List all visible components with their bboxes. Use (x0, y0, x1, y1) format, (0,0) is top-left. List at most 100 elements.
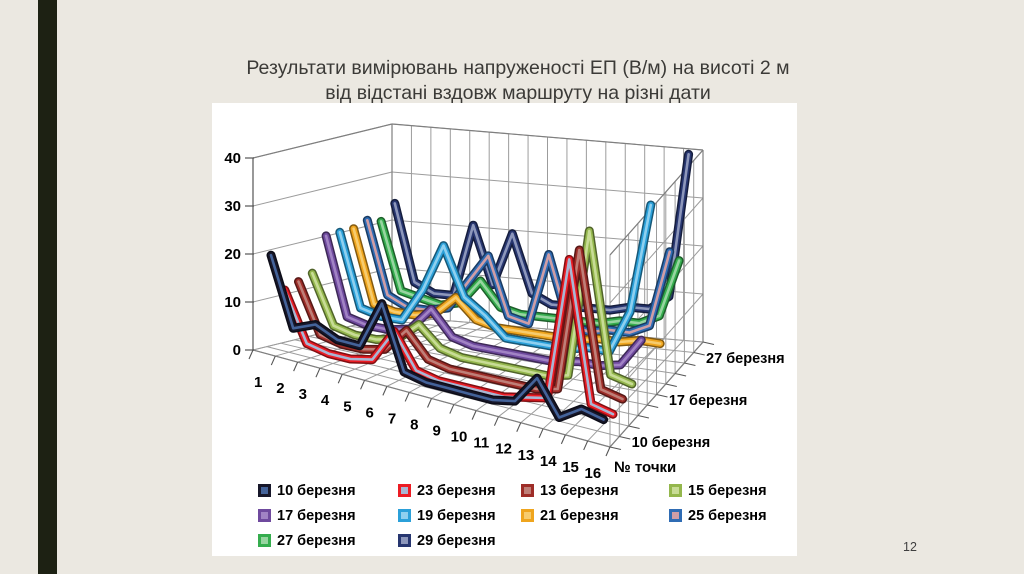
depth-axis-tick (674, 372, 687, 377)
legend-label: 27 березня (277, 532, 356, 549)
series-29-березня (390, 149, 694, 315)
category-axis-tick (538, 428, 544, 439)
category-axis-tick (404, 392, 410, 402)
legend-swatch-icon (258, 534, 271, 547)
legend-item: 21 березня (521, 507, 619, 524)
depth-axis-tick (647, 404, 659, 409)
category-axis-label: 6 (366, 404, 374, 421)
depth-axis-tick (628, 425, 640, 430)
chart-panel: 0 10 20 30 40 1 2 3 4 5 6 7 8 9 10 11 12 13 14 15 16 № точки 1… (212, 103, 797, 556)
legend-swatch-icon (521, 484, 534, 497)
x-axis-title: № точки (614, 459, 676, 476)
depth-axis-tick (609, 446, 622, 451)
value-axis-label: 20 (224, 246, 241, 263)
category-axis-tick (360, 380, 366, 390)
category-axis-label: 4 (321, 392, 330, 409)
legend-item: 17 березня (258, 507, 356, 524)
legend-swatch-icon (258, 484, 271, 497)
legend-item: 15 березня (669, 482, 767, 499)
leftwall-gridline (252, 171, 393, 207)
legend-swatch-icon (669, 509, 682, 522)
category-axis-tick (426, 398, 433, 408)
legend-label: 15 березня (688, 482, 767, 499)
depth-axis-tick (702, 341, 715, 346)
legend-swatch-icon (398, 534, 411, 547)
category-axis-tick (315, 367, 321, 378)
legend-label: 29 березня (417, 532, 496, 549)
legend-label: 13 березня (540, 482, 619, 499)
depth-axis-tick (693, 351, 705, 356)
series-line (283, 258, 615, 416)
slide-title-line1: Результати вимірювань напруженості ЕП (В… (246, 57, 790, 79)
legend-label: 19 березня (417, 507, 496, 524)
value-axis-label: 40 (224, 150, 241, 167)
series-10-березня (266, 250, 609, 425)
depth-axis-label: 17 березня (669, 393, 748, 409)
legend-label: 10 березня (277, 482, 356, 499)
category-axis-label: 14 (540, 453, 557, 470)
legend-swatch-icon (258, 509, 271, 522)
category-axis-tick (583, 440, 589, 451)
category-axis-tick (293, 361, 299, 372)
legend-item: 23 березня (398, 482, 496, 499)
category-axis-label: 2 (276, 380, 284, 397)
accent-bar (38, 0, 57, 574)
category-axis-label: 12 (495, 441, 512, 458)
category-axis-label: 11 (473, 435, 489, 452)
category-axis-tick (337, 374, 343, 384)
legend-swatch-icon (521, 509, 534, 522)
legend-item: 19 березня (398, 507, 496, 524)
category-axis-tick (270, 355, 276, 366)
legend-label: 21 березня (540, 507, 619, 524)
legend-swatch-icon (669, 484, 682, 497)
depth-axis-tick (684, 362, 696, 367)
category-axis-label: 10 (451, 429, 468, 446)
category-axis-label: 9 (432, 423, 440, 440)
category-axis-label: 13 (518, 447, 535, 464)
legend-swatch-icon (398, 484, 411, 497)
category-axis-label: 3 (299, 386, 307, 403)
slide-title-line2: від відстані вздовж маршруту на різні да… (325, 82, 711, 104)
value-axis-label: 30 (224, 198, 241, 215)
leftwall-top-edge (252, 123, 393, 159)
legend-label: 17 березня (277, 507, 356, 524)
category-axis-label: 16 (585, 465, 602, 482)
category-axis-tick (248, 349, 254, 360)
category-axis-tick (471, 410, 477, 420)
category-axis-tick (516, 422, 522, 432)
legend-label: 25 березня (688, 507, 767, 524)
category-axis-tick (560, 434, 566, 445)
category-axis-tick (449, 404, 455, 414)
category-axis-label: 15 (562, 459, 579, 476)
depth-axis-tick (665, 383, 677, 388)
legend-item: 29 березня (398, 532, 496, 549)
legend-swatch-icon (398, 509, 411, 522)
backwall-top-edge (391, 123, 704, 151)
page-number: 12 (903, 540, 917, 554)
depth-axis-tick (637, 414, 650, 419)
depth-axis-tick (656, 393, 668, 398)
category-axis-label: 5 (343, 398, 351, 415)
value-axis-label: 0 (233, 342, 241, 359)
category-axis-label: 1 (254, 374, 262, 391)
floor-depth-line (294, 339, 639, 416)
slide-title: Результати вимірювань напруженості ЕП (В… (174, 56, 862, 106)
depth-axis-tick (619, 435, 631, 440)
category-axis-tick (382, 386, 388, 396)
value-axis-label: 10 (224, 294, 241, 311)
series-23-березня (280, 254, 618, 419)
category-axis-label: 8 (410, 416, 418, 433)
legend-item: 25 березня (669, 507, 767, 524)
category-axis-tick (605, 446, 611, 457)
series-line (269, 253, 605, 421)
legend-item: 10 березня (258, 482, 356, 499)
legend-label: 23 березня (417, 482, 496, 499)
legend-item: 27 березня (258, 532, 356, 549)
category-axis-label: 7 (388, 410, 396, 427)
legend-item: 13 березня (521, 482, 619, 499)
depth-axis-label: 10 березня (632, 435, 711, 451)
depth-axis-label: 27 березня (706, 351, 785, 367)
series-line (393, 153, 690, 312)
category-axis-tick (493, 416, 499, 426)
